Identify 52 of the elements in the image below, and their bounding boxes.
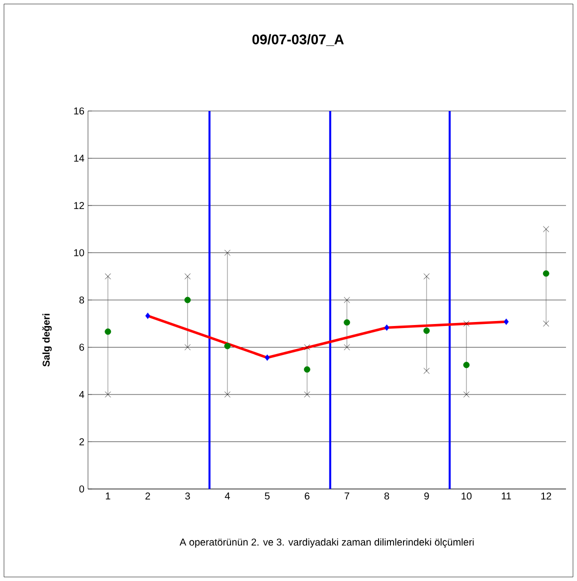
x-tick-label: 11 bbox=[502, 492, 511, 500]
x-tick-label: 1 bbox=[106, 492, 110, 500]
x-tick-label: 3 bbox=[185, 492, 190, 500]
y-tick-label: 4 bbox=[79, 391, 84, 398]
point bbox=[184, 344, 191, 350]
point bbox=[344, 344, 350, 350]
y-tick-label: 6 bbox=[79, 344, 84, 351]
point bbox=[344, 296, 350, 304]
point bbox=[104, 328, 112, 335]
point bbox=[104, 273, 111, 280]
point bbox=[224, 391, 230, 398]
y-tick-label: 0 bbox=[79, 485, 84, 493]
point bbox=[504, 318, 509, 325]
point bbox=[184, 296, 191, 304]
y-tick-label: 8 bbox=[79, 296, 84, 304]
point bbox=[423, 328, 430, 334]
x-tick-label: 4 bbox=[224, 492, 230, 500]
x-tick-label: 12 bbox=[541, 492, 552, 500]
point bbox=[344, 319, 350, 326]
point bbox=[304, 391, 310, 398]
x-tick-label: 2 bbox=[145, 492, 150, 500]
y-tick-label: 10 bbox=[74, 249, 84, 256]
x-tick-label: 9 bbox=[424, 492, 429, 500]
y-axis-title: Salg değeri bbox=[42, 314, 52, 367]
point bbox=[463, 391, 470, 398]
chart-title: 09/07-03/07_A bbox=[252, 34, 344, 46]
x-tick-label: 8 bbox=[384, 492, 390, 500]
y-tick-label: 2 bbox=[79, 438, 84, 446]
point bbox=[304, 366, 310, 373]
y-tick-label: 12 bbox=[74, 202, 84, 209]
x-tick-label: 6 bbox=[304, 492, 310, 500]
x-tick-label: 7 bbox=[344, 492, 350, 500]
point bbox=[424, 368, 430, 374]
point bbox=[543, 320, 550, 327]
point bbox=[184, 273, 191, 280]
point bbox=[463, 320, 470, 327]
point bbox=[463, 362, 470, 368]
x-axis-title: A operatörünün 2. ve 3. vardiyadaki zaman dilimlerindeki ölçümleri bbox=[180, 538, 474, 548]
y-tick-label: 16 bbox=[74, 107, 84, 115]
point bbox=[264, 354, 270, 361]
x-tick-label: 5 bbox=[264, 492, 270, 500]
y-tick-label: 14 bbox=[74, 154, 84, 162]
point bbox=[304, 344, 310, 350]
point bbox=[104, 391, 111, 398]
point bbox=[542, 270, 550, 277]
point bbox=[384, 324, 390, 331]
point bbox=[424, 273, 430, 280]
point bbox=[145, 312, 150, 320]
x-tick-label: 10 bbox=[462, 492, 472, 500]
point bbox=[224, 342, 231, 350]
point bbox=[224, 250, 230, 256]
point bbox=[543, 226, 550, 232]
